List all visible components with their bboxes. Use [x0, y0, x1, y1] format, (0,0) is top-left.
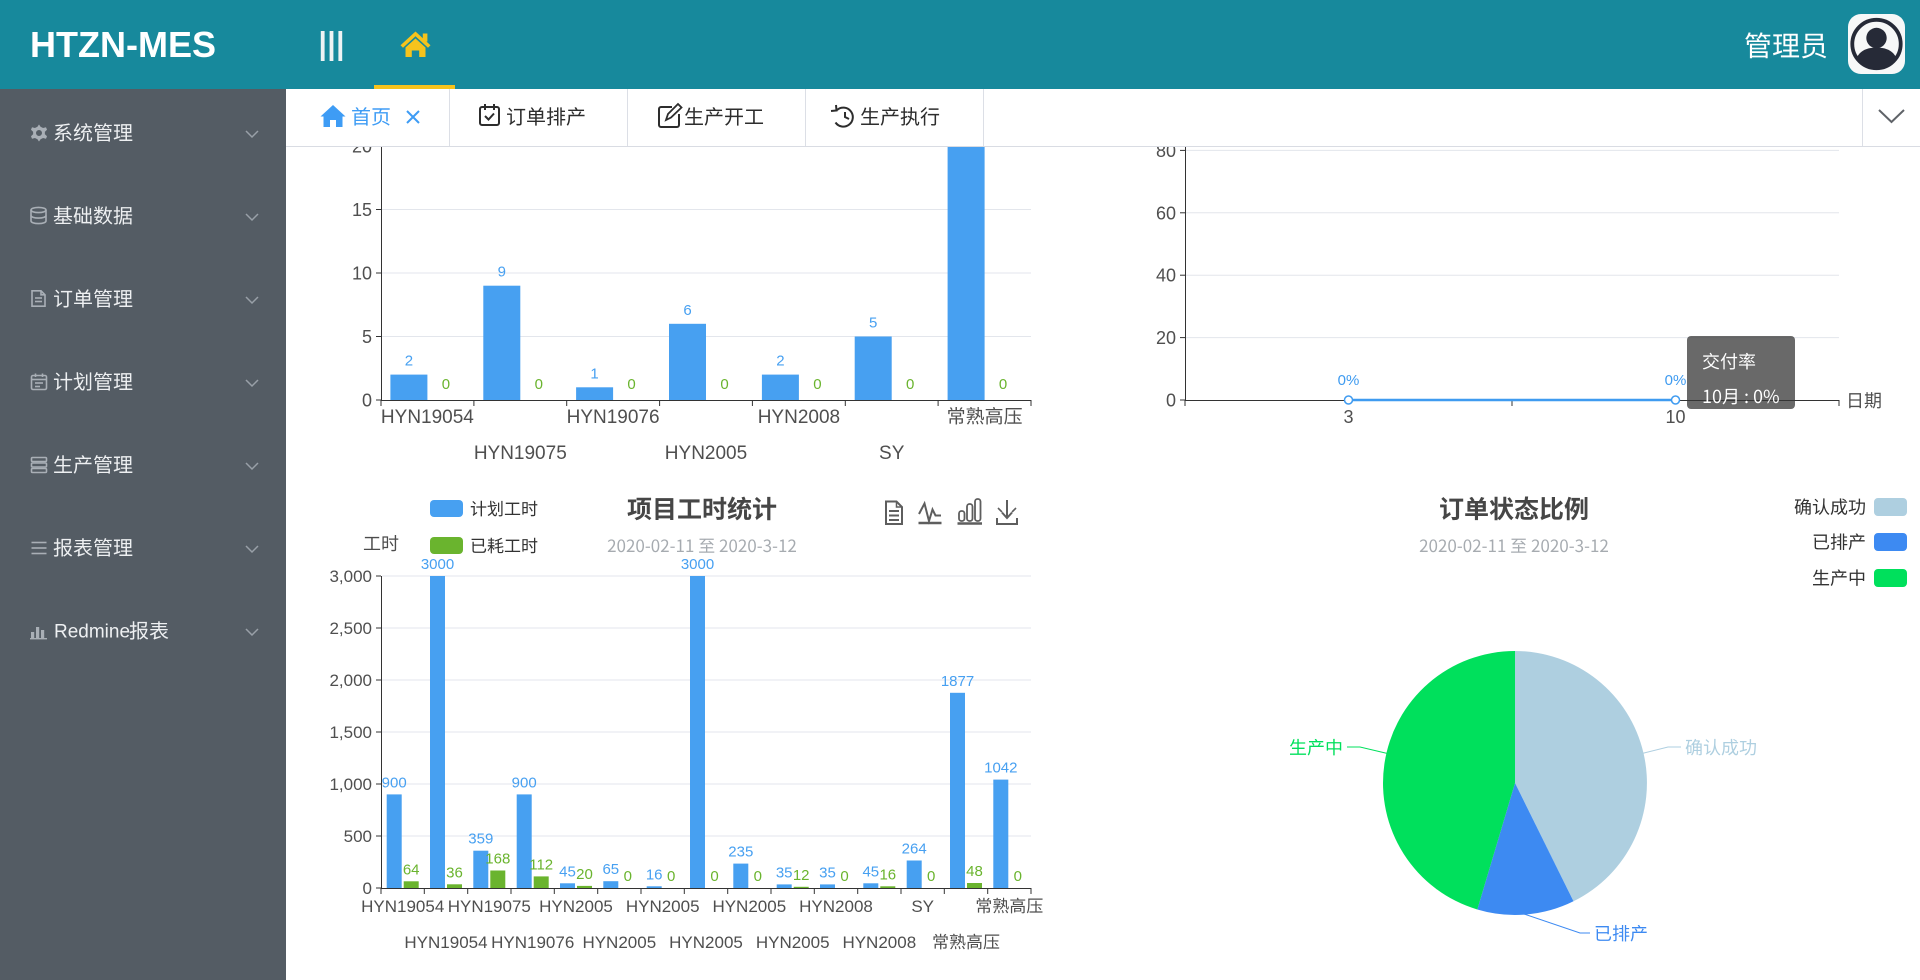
svg-text:0%: 0% [1338, 372, 1360, 389]
svg-text:0: 0 [813, 376, 821, 393]
svg-text:HTZN-MES: HTZN-MES [30, 24, 216, 65]
svg-text:0: 0 [720, 376, 728, 393]
svg-text:3: 3 [1343, 407, 1353, 427]
svg-text:HYN2005: HYN2005 [539, 897, 613, 916]
svg-text:HYN19076: HYN19076 [491, 933, 574, 952]
svg-text:3,000: 3,000 [329, 567, 372, 586]
svg-text:2,500: 2,500 [329, 619, 372, 638]
svg-text:0: 0 [442, 376, 450, 393]
svg-text:5: 5 [869, 315, 877, 332]
svg-text:12: 12 [793, 867, 810, 884]
svg-text:20: 20 [352, 147, 372, 157]
svg-text:9: 9 [498, 264, 506, 281]
svg-text:HYN2005: HYN2005 [712, 897, 786, 916]
svg-text:HYN2005: HYN2005 [626, 897, 700, 916]
svg-text:0: 0 [362, 391, 372, 411]
svg-text:0: 0 [710, 868, 718, 885]
svg-text:2,000: 2,000 [329, 671, 372, 690]
svg-text:0%: 0% [1665, 372, 1687, 389]
svg-text:0: 0 [906, 376, 914, 393]
svg-text:HYN19054: HYN19054 [361, 897, 444, 916]
svg-text:HYN19075: HYN19075 [448, 897, 531, 916]
svg-text:HYN2005: HYN2005 [665, 443, 747, 464]
svg-text:45: 45 [559, 863, 576, 880]
svg-text:112: 112 [529, 856, 553, 873]
svg-text:16: 16 [646, 866, 663, 883]
svg-text:1,500: 1,500 [329, 723, 372, 742]
svg-text:0: 0 [1014, 868, 1022, 885]
svg-text:80: 80 [1156, 147, 1176, 161]
svg-text:1877: 1877 [941, 673, 974, 690]
svg-text:HYN2005: HYN2005 [669, 933, 743, 952]
svg-text:0: 0 [624, 868, 632, 885]
svg-text:48: 48 [966, 863, 983, 880]
svg-text:2: 2 [405, 353, 413, 370]
svg-text:20: 20 [1156, 328, 1176, 348]
svg-text:SY: SY [911, 897, 934, 916]
svg-text:1,000: 1,000 [329, 775, 372, 794]
svg-text:HYN2008: HYN2008 [799, 897, 873, 916]
svg-text:1042: 1042 [984, 760, 1017, 777]
svg-text:0: 0 [1166, 391, 1176, 411]
svg-text:5: 5 [362, 327, 372, 347]
svg-text:6: 6 [683, 302, 691, 319]
svg-text:35: 35 [776, 864, 793, 881]
svg-text:HYN19054: HYN19054 [381, 407, 474, 428]
svg-text:264: 264 [902, 841, 927, 858]
svg-text:HYN19076: HYN19076 [567, 407, 660, 428]
svg-text:SY: SY [879, 443, 905, 464]
svg-text:65: 65 [602, 861, 619, 878]
svg-text:HYN19054: HYN19054 [404, 933, 487, 952]
svg-text:900: 900 [512, 774, 537, 791]
svg-text:20: 20 [576, 866, 593, 883]
svg-text:0: 0 [927, 868, 935, 885]
svg-text:16: 16 [879, 866, 896, 883]
svg-text:0: 0 [627, 376, 635, 393]
svg-text:64: 64 [403, 861, 420, 878]
svg-text:0: 0 [535, 376, 543, 393]
svg-text:15: 15 [352, 200, 372, 220]
svg-text:60: 60 [1156, 203, 1176, 223]
svg-text:HYN2005: HYN2005 [756, 933, 830, 952]
svg-text:0: 0 [363, 879, 372, 898]
svg-text:45: 45 [862, 863, 879, 880]
svg-text:0: 0 [667, 868, 675, 885]
svg-text:HYN2005: HYN2005 [582, 933, 656, 952]
svg-text:168: 168 [485, 851, 510, 868]
svg-text:0: 0 [999, 376, 1007, 393]
svg-text:359: 359 [468, 831, 493, 848]
svg-text:2: 2 [776, 353, 784, 370]
svg-text:1: 1 [590, 365, 598, 382]
svg-text:235: 235 [728, 844, 753, 861]
svg-text:HYN2008: HYN2008 [842, 933, 916, 952]
svg-text:35: 35 [819, 864, 836, 881]
svg-text:40: 40 [1156, 266, 1176, 286]
svg-text:900: 900 [382, 774, 407, 791]
svg-text:HYN19075: HYN19075 [474, 443, 567, 464]
svg-text:36: 36 [446, 864, 463, 881]
svg-text:HYN2008: HYN2008 [758, 407, 840, 428]
svg-text:10: 10 [352, 264, 372, 284]
svg-text:3000: 3000 [681, 556, 714, 573]
svg-text:Redmine: Redmine [54, 622, 130, 643]
svg-text:0: 0 [754, 868, 762, 885]
svg-text:3000: 3000 [421, 556, 454, 573]
svg-text:500: 500 [344, 827, 372, 846]
svg-text:0: 0 [840, 868, 848, 885]
svg-text:10: 10 [1665, 407, 1685, 427]
